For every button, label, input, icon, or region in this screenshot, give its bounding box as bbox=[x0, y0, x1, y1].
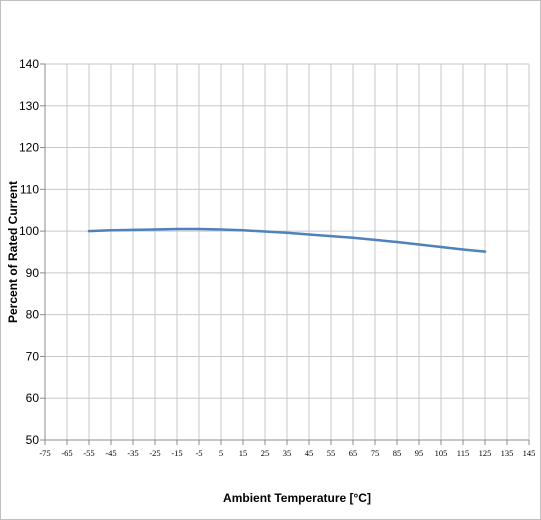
x-tick-label: 35 bbox=[283, 448, 292, 458]
data-point bbox=[153, 228, 157, 231]
data-point bbox=[197, 227, 201, 231]
x-tick-label: -65 bbox=[61, 448, 72, 458]
x-tick-label: -55 bbox=[83, 448, 94, 458]
x-axis-title: Ambient Temperature [°C] bbox=[223, 491, 371, 505]
data-point bbox=[109, 229, 113, 232]
x-tick-label: 115 bbox=[457, 448, 469, 458]
data-point bbox=[329, 234, 333, 238]
y-tick-label: 120 bbox=[19, 141, 39, 155]
x-tick-label: 95 bbox=[415, 448, 424, 458]
data-point bbox=[461, 248, 465, 251]
x-tick-label: -35 bbox=[127, 448, 138, 458]
x-tick-label: -75 bbox=[39, 448, 50, 458]
series-layer bbox=[87, 227, 487, 253]
y-tick-label: 60 bbox=[26, 391, 40, 405]
data-point bbox=[373, 238, 377, 242]
data-point bbox=[351, 236, 355, 239]
data-point bbox=[307, 233, 311, 236]
x-tick-label: 45 bbox=[305, 448, 314, 458]
data-point bbox=[241, 229, 245, 232]
data-point bbox=[219, 228, 223, 231]
x-tick-label: 125 bbox=[479, 448, 492, 458]
x-tick-label: -15 bbox=[171, 448, 182, 458]
data-point bbox=[131, 228, 135, 232]
x-tick-labels: -75 -65 -55 -45 -35 -25 -15 -5 5 15 25 35 45 55 65 75 85… bbox=[39, 448, 535, 458]
grid-lines bbox=[44, 63, 530, 441]
x-tick-label: -5 bbox=[195, 448, 202, 458]
x-tick-label: 55 bbox=[327, 448, 336, 458]
x-tick-label: 135 bbox=[501, 448, 514, 458]
data-point bbox=[175, 227, 179, 231]
data-point bbox=[263, 230, 267, 233]
axes bbox=[40, 63, 530, 445]
x-tick-label: -45 bbox=[105, 448, 116, 458]
y-tick-label: 110 bbox=[20, 182, 39, 196]
data-point bbox=[417, 243, 421, 246]
x-tick-label: 145 bbox=[523, 448, 536, 458]
y-tick-label: 50 bbox=[26, 433, 40, 447]
y-tick-labels: 50 60 70 80 90 100 110 120 130 140 bbox=[19, 57, 39, 447]
data-point bbox=[483, 250, 487, 253]
x-tick-label: 75 bbox=[371, 448, 380, 458]
x-tick-label: 65 bbox=[349, 448, 358, 458]
y-tick-label: 90 bbox=[26, 266, 40, 280]
y-tick-label: 100 bbox=[19, 224, 39, 238]
x-tick-label: -25 bbox=[149, 448, 160, 458]
y-axis-title: Percent of Rated Current bbox=[6, 181, 20, 323]
data-point bbox=[285, 231, 289, 234]
x-tick-label: 5 bbox=[219, 448, 223, 458]
x-tick-label: 105 bbox=[435, 448, 448, 458]
data-point bbox=[439, 245, 443, 249]
x-tick-label: 85 bbox=[393, 448, 402, 458]
data-point bbox=[87, 229, 91, 233]
y-tick-label: 140 bbox=[19, 57, 39, 71]
data-point bbox=[395, 240, 399, 244]
x-tick-label: 25 bbox=[261, 448, 270, 458]
y-tick-label: 130 bbox=[19, 99, 39, 113]
y-tick-label: 70 bbox=[26, 349, 40, 363]
y-tick-label: 80 bbox=[26, 308, 40, 322]
x-tick-label: 15 bbox=[239, 448, 248, 458]
